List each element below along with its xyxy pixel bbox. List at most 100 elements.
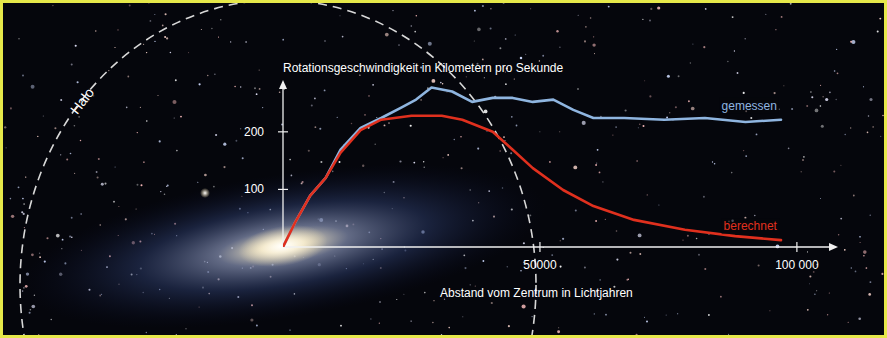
star	[160, 191, 161, 192]
star	[867, 131, 869, 133]
star	[869, 98, 872, 101]
star	[319, 128, 321, 130]
y-tick-label: 100	[244, 182, 264, 196]
star	[242, 157, 244, 159]
y-tick-label: 200	[244, 125, 264, 139]
star	[289, 330, 290, 331]
star	[108, 70, 109, 71]
star	[882, 115, 884, 117]
star	[503, 136, 505, 138]
star	[809, 275, 811, 277]
star	[608, 6, 610, 8]
star	[384, 124, 386, 126]
star	[117, 29, 118, 30]
star	[199, 83, 201, 85]
star	[29, 312, 31, 314]
star	[820, 105, 822, 107]
star	[18, 38, 19, 39]
star	[491, 302, 493, 304]
star	[424, 292, 426, 294]
label-patch	[720, 98, 779, 114]
star	[642, 125, 644, 127]
star	[140, 107, 141, 108]
star	[525, 54, 526, 55]
star	[74, 125, 76, 127]
star	[851, 267, 852, 268]
y-axis-arrow	[279, 80, 287, 89]
star	[490, 27, 492, 29]
star	[403, 294, 404, 295]
star	[30, 309, 32, 311]
star	[584, 267, 586, 269]
star	[101, 183, 104, 186]
star	[207, 75, 208, 76]
halo-label: Halo	[67, 84, 97, 117]
star	[50, 319, 51, 320]
star	[840, 165, 841, 166]
star	[691, 107, 695, 111]
star	[703, 196, 705, 198]
star	[585, 26, 587, 28]
star	[584, 40, 586, 42]
star	[639, 124, 640, 125]
x-tick-label: 50000	[523, 258, 557, 272]
star	[431, 79, 435, 83]
star	[379, 301, 380, 302]
star	[197, 182, 198, 183]
star	[180, 116, 182, 118]
star	[337, 117, 338, 118]
star	[71, 217, 73, 219]
star	[807, 309, 809, 311]
star	[157, 95, 158, 96]
star	[595, 220, 597, 222]
star	[820, 198, 821, 199]
star	[379, 323, 380, 324]
star	[23, 213, 25, 215]
star	[175, 79, 177, 81]
star	[590, 17, 592, 19]
star	[800, 171, 801, 172]
star	[56, 234, 60, 238]
star	[440, 82, 442, 84]
star	[342, 36, 344, 38]
star	[551, 254, 553, 256]
star	[863, 86, 864, 87]
star	[629, 252, 631, 254]
y-tick	[278, 189, 288, 190]
star	[211, 28, 212, 29]
star	[599, 172, 601, 174]
star	[837, 72, 839, 74]
star	[474, 41, 475, 42]
star	[396, 299, 397, 300]
star	[745, 155, 747, 157]
star	[43, 115, 44, 116]
frame	[2, 2, 886, 337]
star	[520, 270, 521, 271]
star	[615, 126, 617, 128]
star	[432, 322, 433, 323]
series-line	[283, 116, 781, 247]
star	[855, 271, 857, 273]
star	[474, 10, 476, 12]
star	[840, 218, 842, 220]
star	[774, 92, 776, 94]
star	[398, 44, 400, 46]
star	[201, 29, 202, 30]
y-tick	[278, 131, 288, 132]
star	[687, 235, 689, 237]
star	[338, 161, 340, 163]
star	[769, 310, 770, 311]
star	[320, 161, 322, 163]
star	[523, 242, 525, 244]
star	[314, 126, 316, 128]
star	[573, 165, 577, 169]
star	[154, 41, 155, 42]
star	[254, 87, 256, 89]
star	[532, 316, 533, 317]
star	[10, 107, 12, 109]
star	[549, 161, 551, 163]
star	[530, 8, 531, 9]
star	[728, 334, 729, 335]
star	[95, 30, 96, 31]
star	[628, 279, 629, 280]
